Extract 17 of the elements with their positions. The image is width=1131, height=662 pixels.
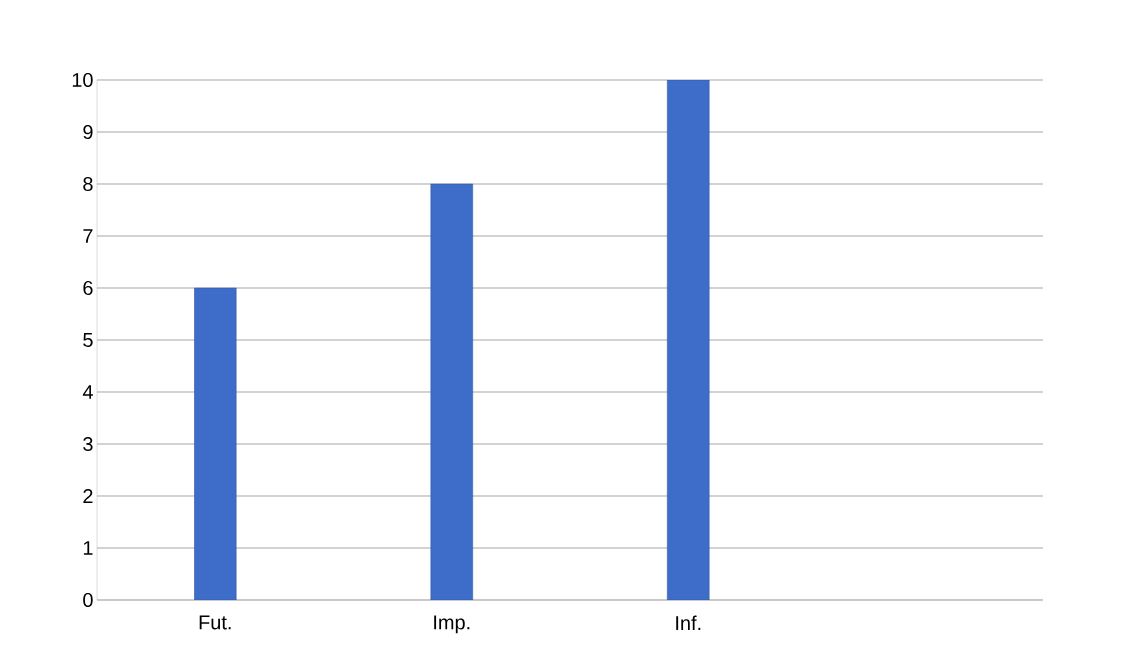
y-tick-label: 9 (83, 124, 93, 140)
y-tick-label: 1 (83, 541, 93, 555)
y-tick-label: 6 (83, 280, 93, 296)
x-tick-label: Inf. (676, 615, 701, 630)
bar (667, 79, 710, 600)
y-tick-label: 10 (72, 72, 93, 88)
x-tick-label: Imp. (434, 615, 470, 634)
y-tick-label: 0 (83, 592, 93, 608)
bar (194, 287, 237, 600)
y-tick-label: 5 (83, 333, 93, 347)
y-tick-label: 4 (82, 385, 93, 399)
x-tick-label: Fut. (199, 615, 231, 630)
y-tick-label: 7 (83, 229, 93, 243)
y-tick-label: 8 (83, 176, 93, 192)
y-tick-label: 3 (83, 436, 93, 452)
y-tick-label: 2 (83, 489, 93, 503)
bar (430, 183, 473, 600)
